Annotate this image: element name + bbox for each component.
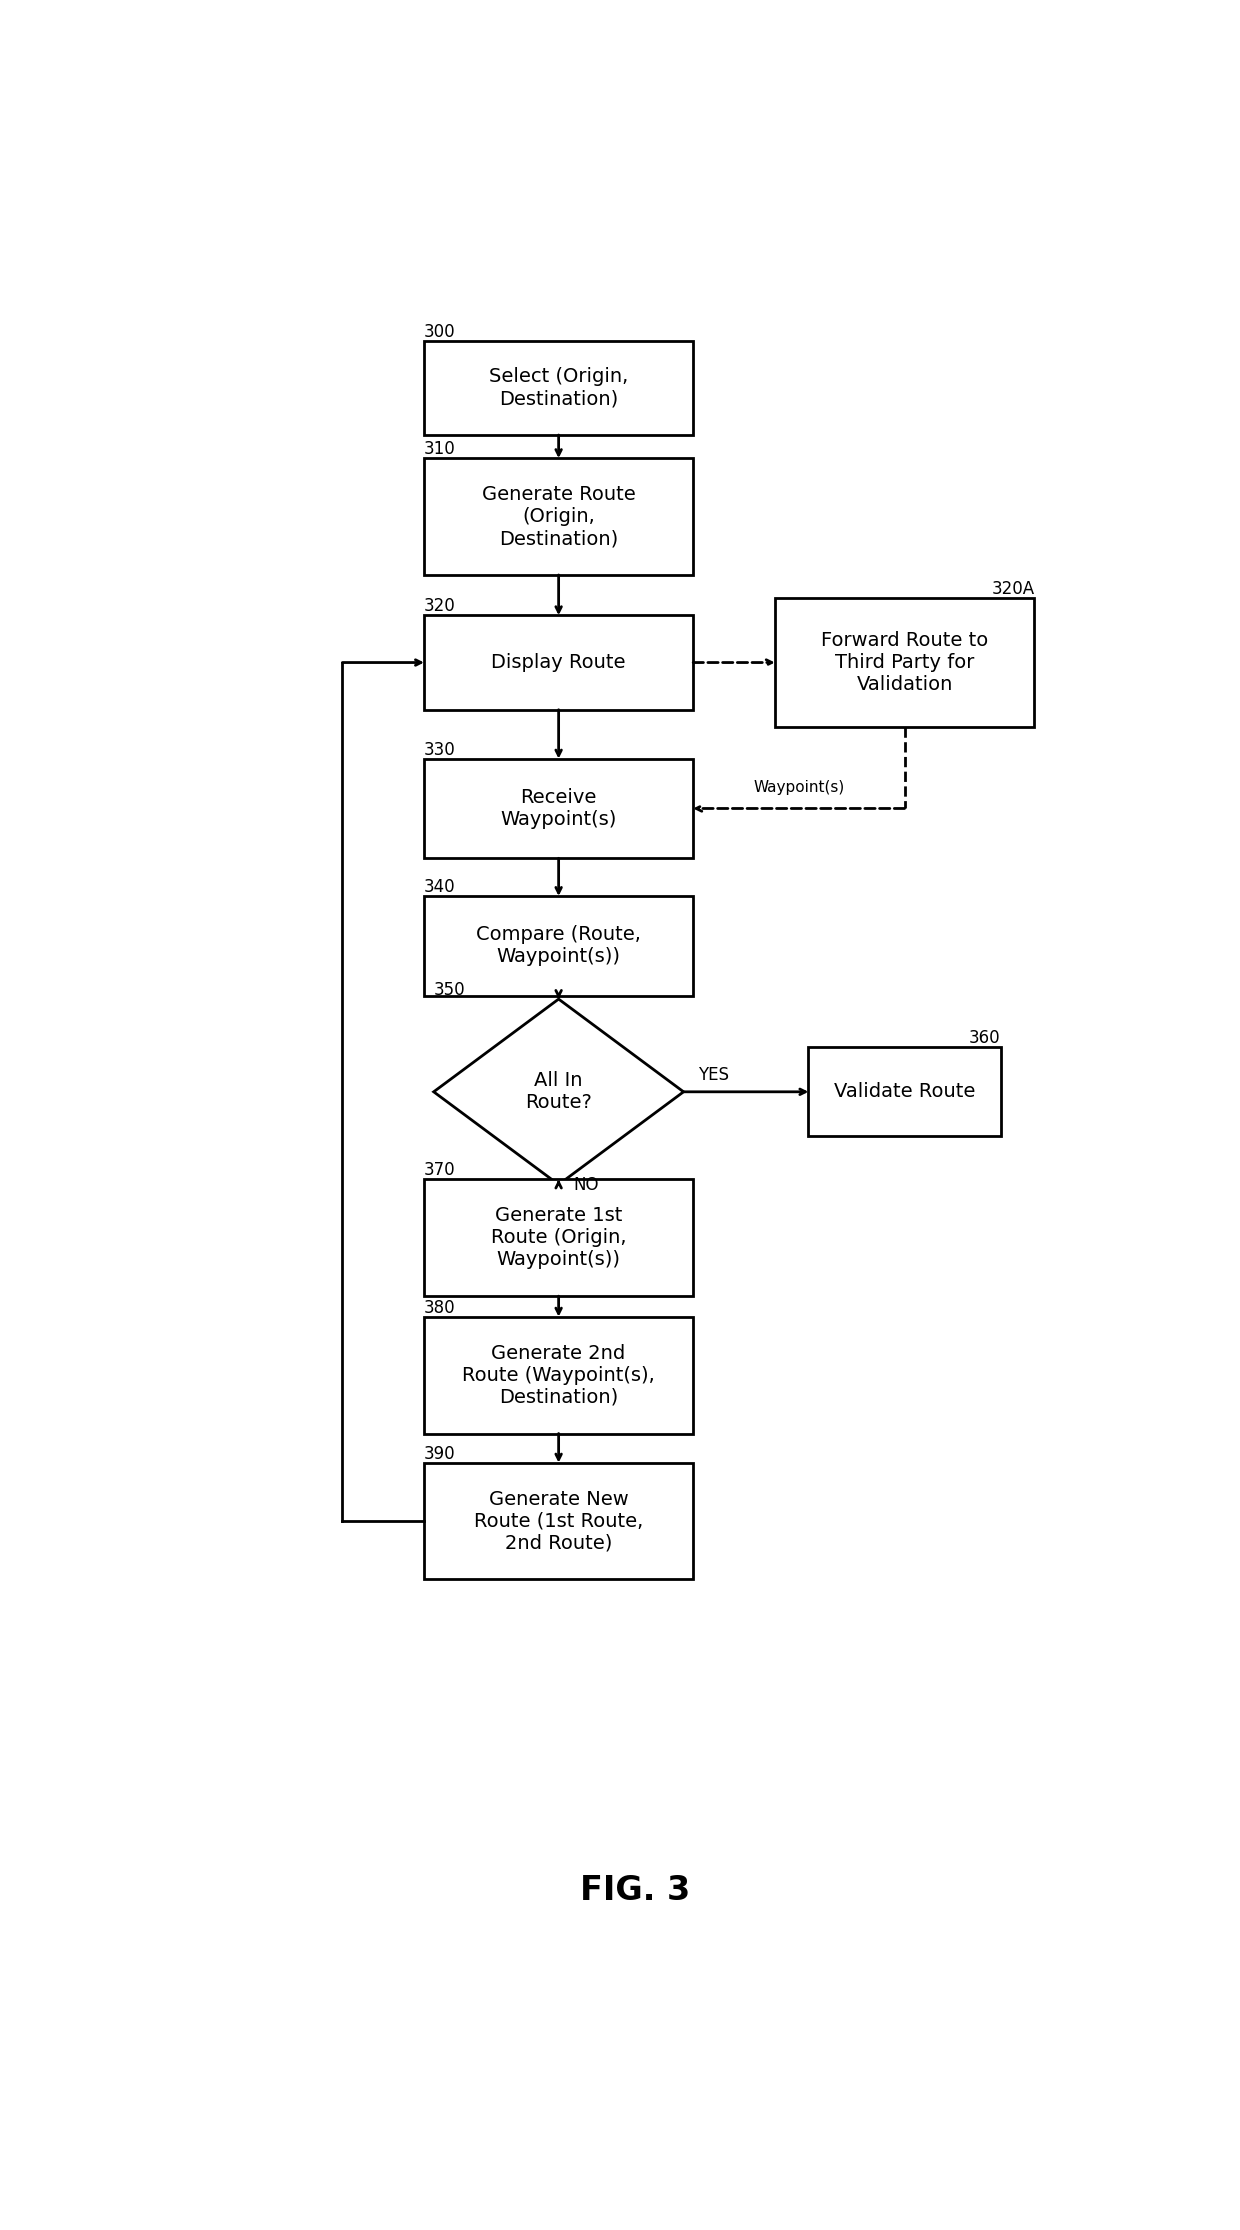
Text: 310: 310: [424, 439, 456, 457]
FancyBboxPatch shape: [424, 758, 693, 859]
Text: 380: 380: [424, 1298, 456, 1316]
Text: Forward Route to
Third Party for
Validation: Forward Route to Third Party for Validat…: [821, 631, 988, 694]
Text: All In
Route?: All In Route?: [526, 1070, 591, 1113]
Polygon shape: [434, 999, 683, 1184]
FancyBboxPatch shape: [424, 1463, 693, 1579]
FancyBboxPatch shape: [424, 1180, 693, 1296]
FancyBboxPatch shape: [424, 457, 693, 575]
FancyBboxPatch shape: [424, 341, 693, 435]
Text: 360: 360: [968, 1030, 1001, 1048]
Text: Validate Route: Validate Route: [833, 1082, 976, 1102]
Text: Generate 2nd
Route (Waypoint(s),
Destination): Generate 2nd Route (Waypoint(s), Destina…: [463, 1345, 655, 1407]
Text: Generate New
Route (1st Route,
2nd Route): Generate New Route (1st Route, 2nd Route…: [474, 1490, 644, 1552]
Text: 390: 390: [424, 1445, 456, 1463]
FancyBboxPatch shape: [424, 1316, 693, 1434]
Text: Generate Route
(Origin,
Destination): Generate Route (Origin, Destination): [482, 486, 635, 549]
Text: Compare (Route,
Waypoint(s)): Compare (Route, Waypoint(s)): [476, 925, 641, 966]
Text: NO: NO: [573, 1175, 599, 1193]
Text: 320A: 320A: [991, 580, 1034, 598]
Text: 300: 300: [424, 323, 456, 341]
Text: Select (Origin,
Destination): Select (Origin, Destination): [489, 368, 629, 408]
FancyBboxPatch shape: [424, 896, 693, 995]
Text: 350: 350: [434, 981, 465, 999]
Text: Display Route: Display Route: [491, 653, 626, 671]
FancyBboxPatch shape: [808, 1048, 1001, 1137]
Text: 330: 330: [424, 740, 456, 758]
Text: 340: 340: [424, 879, 456, 896]
Text: Generate 1st
Route (Origin,
Waypoint(s)): Generate 1st Route (Origin, Waypoint(s)): [491, 1206, 626, 1269]
Text: YES: YES: [698, 1066, 729, 1084]
Text: 320: 320: [424, 598, 456, 615]
Text: FIG. 3: FIG. 3: [580, 1873, 691, 1907]
Text: 370: 370: [424, 1162, 456, 1180]
Text: Waypoint(s): Waypoint(s): [753, 780, 844, 794]
Text: Receive
Waypoint(s): Receive Waypoint(s): [501, 787, 616, 830]
FancyBboxPatch shape: [775, 598, 1034, 727]
FancyBboxPatch shape: [424, 615, 693, 709]
